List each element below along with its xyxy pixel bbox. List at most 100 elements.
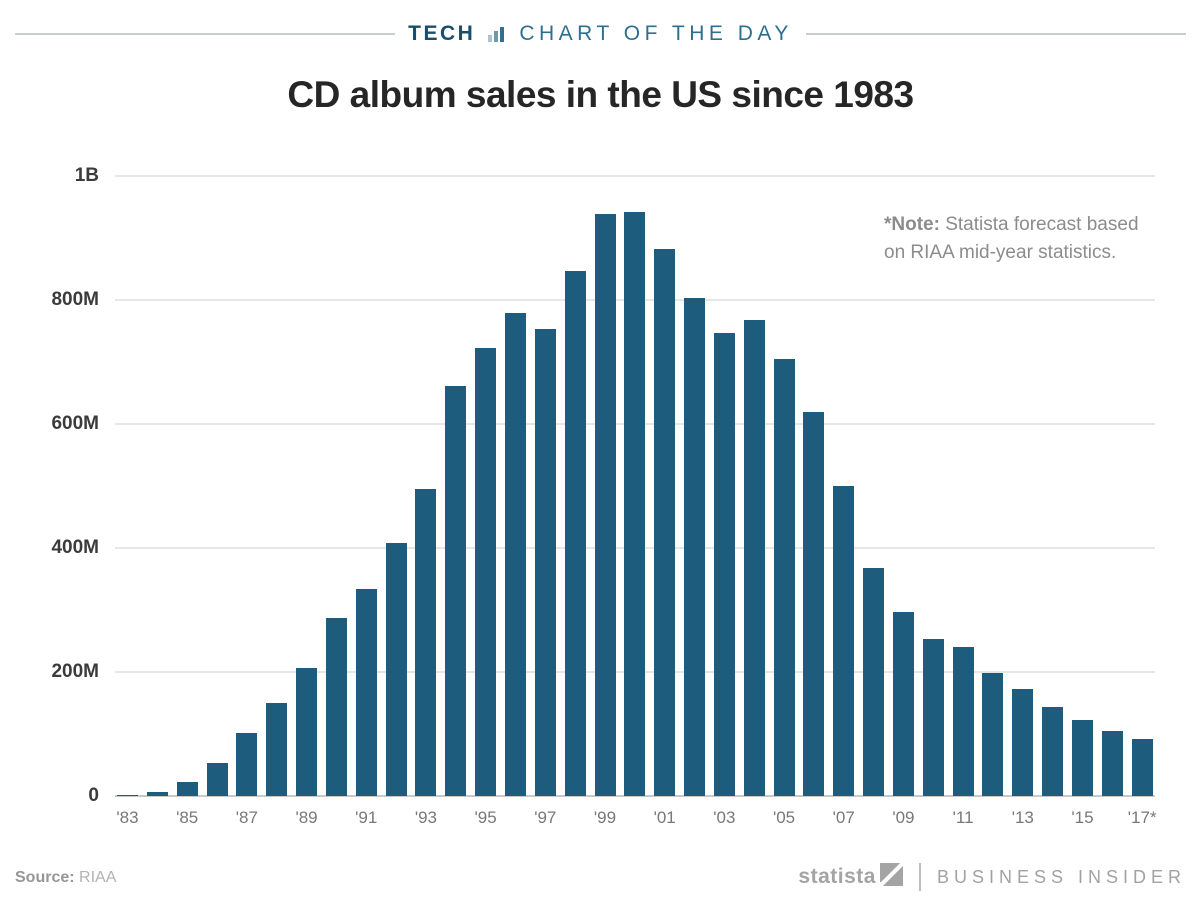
bar-2012 — [982, 673, 1004, 796]
business-insider-wordmark: BUSINESS INSIDER — [936, 866, 1186, 887]
bar-slot-2013: '13 — [1012, 176, 1034, 827]
x-axis-tick-1993: '93 — [414, 808, 438, 827]
header-kicker: TECH CHART OF THE DAY — [0, 22, 1201, 46]
bar-slot-2003: '03 — [713, 176, 735, 827]
bar-slot-1983: '83 — [116, 176, 139, 827]
bar-slot-2008 — [863, 176, 885, 796]
x-axis-tick-2003: '03 — [713, 808, 736, 827]
page-title: CD album sales in the US since 1983 — [287, 74, 914, 115]
bar-1988 — [266, 703, 288, 796]
x-axis-tick-2013: '13 — [1011, 808, 1034, 827]
bar-1994 — [445, 385, 467, 796]
bar-slot-1993: '93 — [415, 176, 437, 827]
bar-1995 — [475, 347, 497, 796]
bar-1998 — [564, 270, 586, 796]
bar-slot-1990 — [325, 176, 347, 796]
x-axis-tick-1995: '95 — [474, 808, 497, 827]
bar-2011 — [952, 646, 974, 796]
y-axis-tick-800M: 800M — [51, 289, 99, 310]
x-axis-tick-1983: '83 — [116, 808, 139, 827]
bar-slot-2009: '09 — [892, 176, 915, 827]
kicker-cotd-label: CHART OF THE DAY — [519, 22, 793, 45]
y-axis-tick-1B: 1B — [74, 165, 99, 186]
bar-slot-2012 — [982, 176, 1004, 796]
gridline-0 — [115, 795, 1155, 797]
bar-slot-2004 — [743, 176, 765, 796]
bar-1984 — [146, 792, 168, 796]
bar-2010 — [922, 639, 944, 796]
x-axis-tick-2011: '11 — [952, 808, 974, 827]
x-axis-tick-1985: '85 — [176, 808, 199, 827]
x-axis-tick-2015: '15 — [1071, 808, 1094, 827]
bar-slot-2014 — [1042, 176, 1064, 796]
x-axis-tick-2001: '01 — [653, 808, 676, 827]
y-axis-tick-0: 0 — [88, 785, 99, 806]
x-axis-tick-2005: '05 — [772, 808, 796, 827]
bar-slot-1987: '87 — [236, 176, 258, 827]
bar-1996 — [504, 313, 526, 796]
bar-2017 — [1131, 738, 1153, 796]
bar-slot-1994 — [445, 176, 467, 796]
bar-slot-2005: '05 — [773, 176, 795, 827]
bar-1993 — [415, 488, 437, 796]
bar-slot-1996 — [504, 176, 526, 796]
bar-2009 — [892, 612, 914, 796]
y-axis-tick-400M: 400M — [51, 537, 99, 558]
kicker-tech-label: TECH — [408, 22, 476, 45]
bar-1991 — [355, 589, 377, 796]
bar-slot-2002 — [684, 176, 706, 796]
bar-1987 — [236, 732, 258, 796]
bar-2008 — [863, 567, 885, 796]
kicker-rule-left — [15, 33, 396, 35]
bar-1992 — [385, 543, 407, 796]
statista-logo-icon — [879, 863, 903, 891]
bar-slot-1989: '89 — [295, 176, 318, 827]
y-axis-tick-600M: 600M — [51, 413, 99, 434]
source-value: RIAA — [74, 869, 117, 886]
bar-1989 — [296, 667, 318, 796]
source-label: Source: — [15, 869, 75, 886]
bar-chart-icon — [488, 26, 506, 42]
statista-wordmark: statista — [798, 865, 876, 888]
bar-slot-1986 — [206, 176, 228, 796]
x-axis-tick-1989: '89 — [295, 808, 318, 827]
bar-slot-1984 — [146, 176, 168, 796]
bar-slot-2007: '07 — [833, 176, 855, 827]
bar-1985 — [176, 782, 198, 796]
x-axis-tick-2009: '09 — [892, 808, 915, 827]
bar-1997 — [534, 329, 556, 796]
bar-2000 — [624, 211, 646, 796]
bar-slot-2011: '11 — [952, 176, 974, 827]
x-axis-tick-1997: '97 — [534, 808, 557, 827]
x-axis-tick-1991: '91 — [355, 808, 378, 827]
bar-2003 — [713, 333, 735, 796]
bar-2013 — [1012, 689, 1034, 796]
x-axis-tick-1999: '99 — [593, 808, 617, 827]
bar-2016 — [1101, 731, 1123, 796]
bar-slot-2000 — [624, 176, 646, 796]
brand-strip: statista BUSINESS INSIDER — [798, 863, 1186, 891]
x-axis-tick-2017: '17* — [1127, 808, 1157, 827]
bars-container: '83 '85 '87 '89 '91 '93 '95 '97 '99 '01 '03 '05 '07 '… — [116, 176, 1157, 827]
bar-slot-2006 — [803, 176, 825, 796]
chart-note: *Note: Statista forecast based on RIAA m… — [884, 211, 1164, 266]
bar-1990 — [325, 618, 347, 796]
x-axis-tick-1987: '87 — [235, 808, 258, 827]
bar-slot-1997: '97 — [534, 176, 556, 827]
bar-slot-1995: '95 — [475, 176, 497, 827]
bar-slot-2017: '17* — [1128, 176, 1157, 827]
bar-slot-1988 — [266, 176, 288, 796]
bar-2002 — [684, 297, 706, 796]
bar-1999 — [594, 213, 616, 796]
brand-separator — [918, 863, 921, 891]
bar-1983 — [117, 795, 138, 796]
x-axis-tick-2007: '07 — [832, 808, 855, 827]
bar-1986 — [206, 763, 228, 796]
bar-slot-1992 — [385, 176, 407, 796]
chart-note-label: *Note: — [884, 214, 940, 235]
y-axis-tick-200M: 200M — [51, 661, 99, 682]
bar-slot-2016 — [1101, 176, 1123, 796]
bar-2004 — [743, 320, 765, 796]
chart-note-text: Statista forecast based on RIAA mid-year… — [884, 214, 1139, 263]
